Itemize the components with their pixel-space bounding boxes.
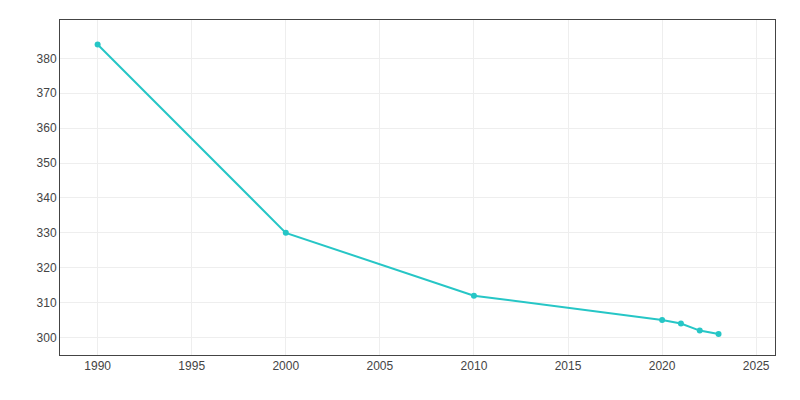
svg-text:2000: 2000 xyxy=(272,359,299,373)
svg-text:370: 370 xyxy=(37,86,57,100)
svg-text:2025: 2025 xyxy=(743,359,770,373)
svg-text:2015: 2015 xyxy=(555,359,582,373)
svg-text:1990: 1990 xyxy=(84,359,111,373)
svg-text:330: 330 xyxy=(37,226,57,240)
svg-text:2005: 2005 xyxy=(367,359,394,373)
svg-text:340: 340 xyxy=(37,191,57,205)
svg-text:380: 380 xyxy=(37,52,57,66)
svg-text:2010: 2010 xyxy=(461,359,488,373)
svg-text:310: 310 xyxy=(37,296,57,310)
svg-text:300: 300 xyxy=(37,331,57,345)
svg-text:350: 350 xyxy=(37,156,57,170)
svg-text:360: 360 xyxy=(37,121,57,135)
svg-text:2020: 2020 xyxy=(649,359,676,373)
svg-text:320: 320 xyxy=(37,261,57,275)
svg-text:1995: 1995 xyxy=(178,359,205,373)
